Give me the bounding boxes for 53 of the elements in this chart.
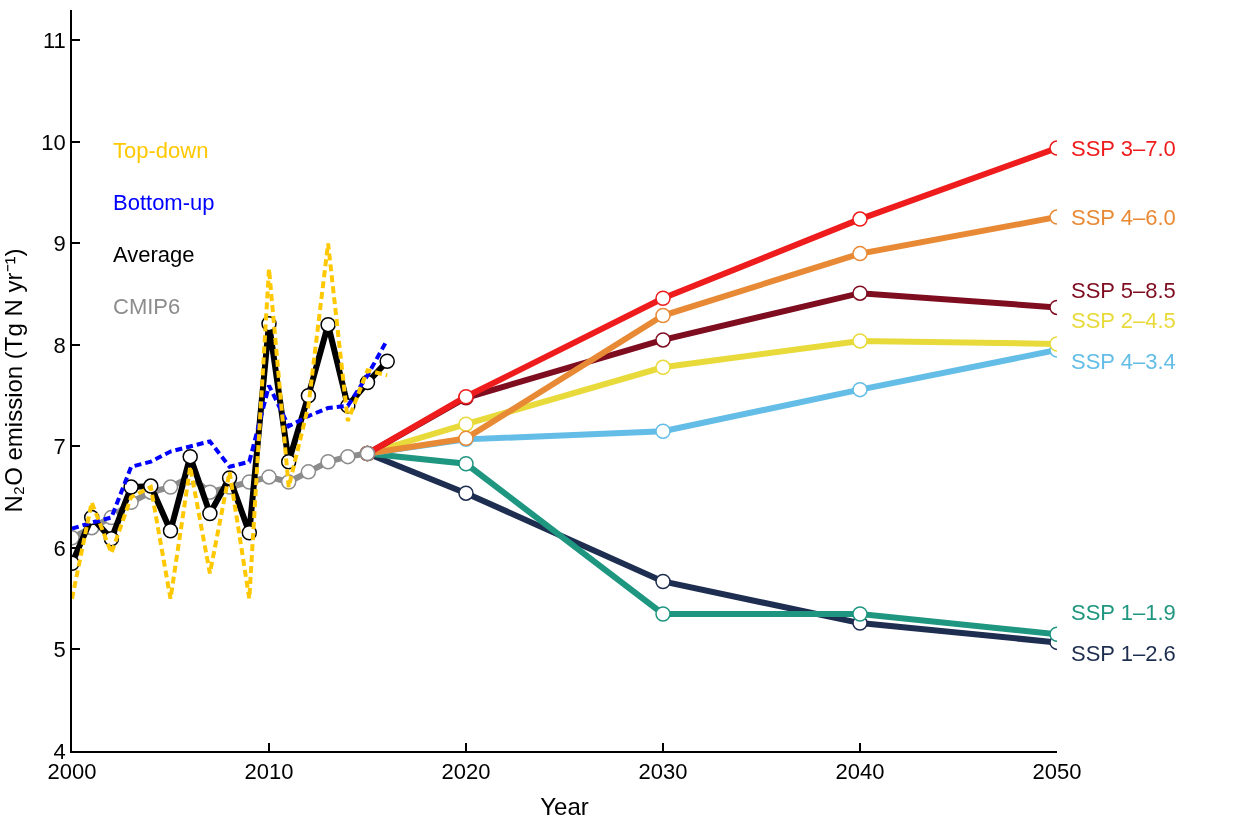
point xyxy=(340,448,356,465)
x-tick-label: 2040 xyxy=(835,759,885,785)
point xyxy=(182,448,198,465)
y-tick-label: 11 xyxy=(43,28,66,54)
point xyxy=(655,359,671,376)
point xyxy=(202,505,218,522)
x-tick-label: 2020 xyxy=(441,759,491,785)
point xyxy=(852,211,868,227)
x-tick-label: 2050 xyxy=(1032,759,1082,785)
point xyxy=(320,453,336,470)
point xyxy=(320,316,336,333)
point xyxy=(655,606,671,622)
text: Bottom-up xyxy=(113,190,215,215)
point xyxy=(655,573,671,590)
series-label: SSP 1–2.6 xyxy=(1071,641,1176,666)
point xyxy=(458,416,474,432)
series-label: SSP 1–1.9 xyxy=(1071,600,1176,625)
y-tick-label: 7 xyxy=(53,434,66,460)
series-label: SSP 2–4.5 xyxy=(1071,308,1176,333)
point xyxy=(261,469,277,485)
point xyxy=(162,522,179,539)
y-tick-label: 5 xyxy=(53,637,66,663)
series-label: SSP 5–8.5 xyxy=(1071,278,1176,303)
point xyxy=(852,285,868,301)
y-axis-title: N₂O emission (Tg N yr⁻¹) xyxy=(0,248,27,513)
point xyxy=(162,479,179,495)
series-label: SSP 4–3.4 xyxy=(1071,349,1176,374)
point xyxy=(655,332,671,348)
text: Average xyxy=(113,242,195,267)
point xyxy=(852,333,868,349)
point xyxy=(123,479,139,495)
point xyxy=(458,455,474,472)
y-tick-label: 8 xyxy=(53,332,66,358)
series-label: SSP 4–6.0 xyxy=(1071,205,1176,230)
text: CMIP6 xyxy=(113,294,181,319)
x-axis-title: Year xyxy=(540,792,589,820)
point xyxy=(458,485,474,501)
point xyxy=(655,307,671,324)
line-series xyxy=(72,241,390,601)
y-tick-label: 9 xyxy=(53,231,66,257)
text: Top-down xyxy=(113,138,209,163)
x-tick-label: 2010 xyxy=(244,759,294,785)
point xyxy=(852,245,868,262)
y-tick-label: 10 xyxy=(41,129,66,155)
series-label: SSP 3–7.0 xyxy=(1071,136,1176,161)
point xyxy=(655,290,671,307)
point xyxy=(655,423,671,439)
point xyxy=(300,464,317,480)
point xyxy=(852,606,868,622)
point xyxy=(379,353,395,369)
x-tick-label: 2030 xyxy=(638,759,688,785)
point xyxy=(852,381,868,398)
y-tick-label: 6 xyxy=(53,535,66,561)
